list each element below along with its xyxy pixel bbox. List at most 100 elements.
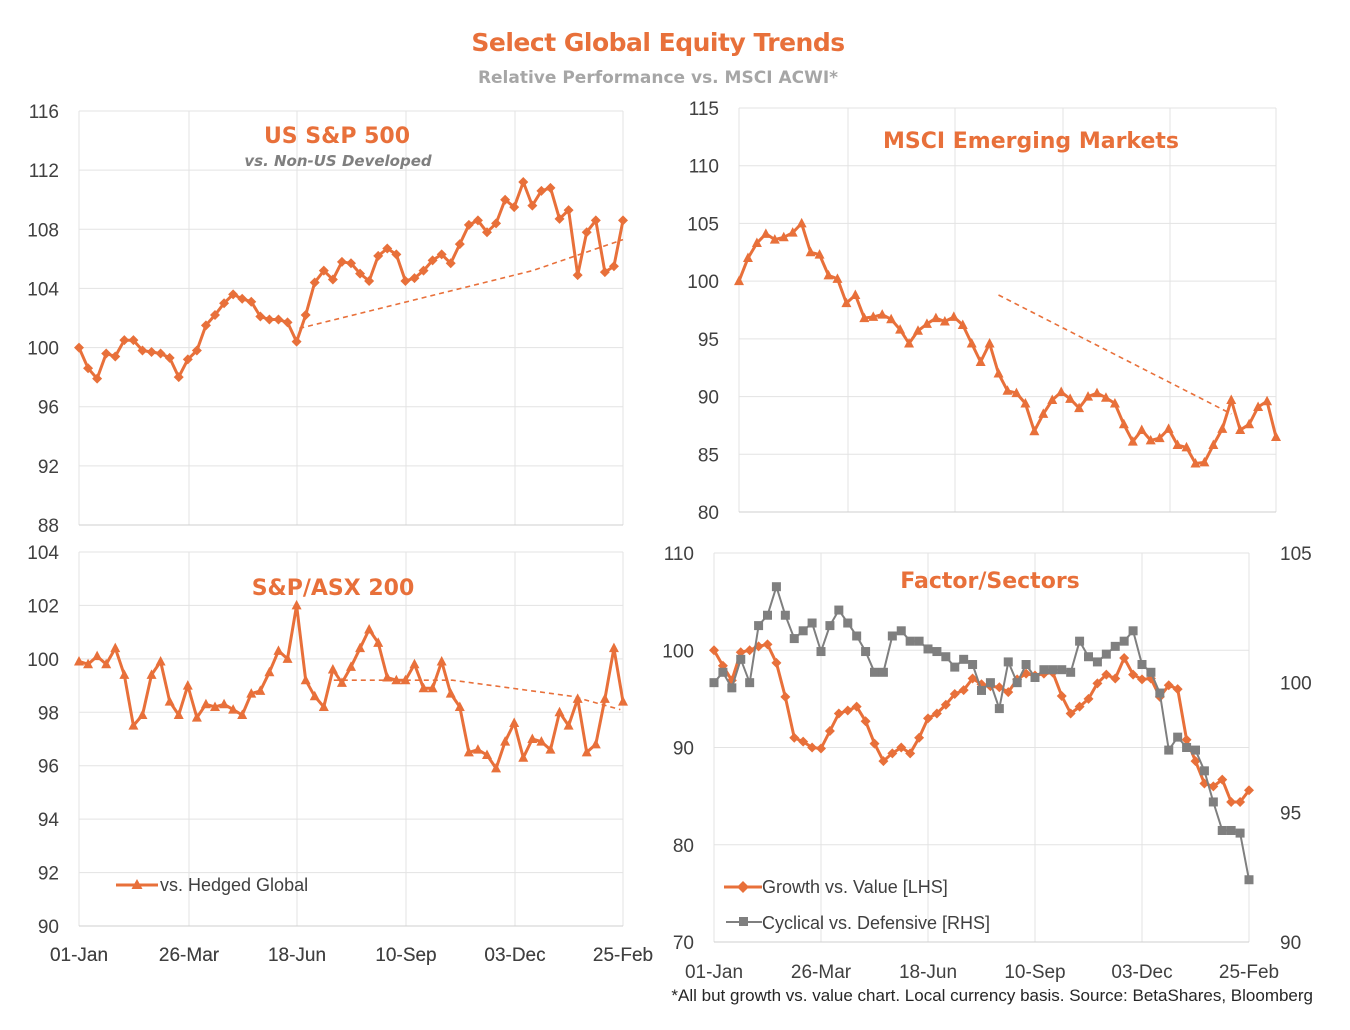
p0-series-0-point	[191, 345, 202, 356]
p0-series-0-point	[491, 218, 502, 229]
p0-series-0-point	[373, 250, 384, 261]
p0-series-0-point	[309, 277, 320, 288]
p0-series-0-point	[173, 372, 184, 383]
p1-title: MSCI Emerging Markets	[883, 129, 1179, 154]
p3-xtick-0: 01-Jan	[685, 962, 743, 983]
p1-series-0-point	[1226, 394, 1237, 405]
p3-series-0-point	[1101, 669, 1112, 680]
p2-series-0-point	[500, 736, 511, 746]
p1-series-0-point	[832, 273, 843, 283]
p1-series-0-point	[823, 269, 834, 280]
p2-series-0-point	[518, 752, 529, 762]
p3-series-1-point	[852, 631, 862, 641]
p2-series-0-point	[590, 738, 601, 749]
p3-series-1-point	[834, 605, 844, 615]
p2-series-0-point	[400, 674, 411, 685]
chart-title: Select Global Equity Trends	[471, 28, 845, 57]
p0-xtick-4: 03-Dec	[484, 945, 545, 966]
p3-series-1-point	[709, 678, 719, 688]
p3-series-1-point	[727, 683, 737, 693]
p0-series-0-point	[237, 293, 248, 304]
p0-series-0-point	[391, 249, 402, 260]
p3-ytick-0: 70	[673, 933, 694, 954]
p3-series-1-point	[843, 618, 853, 628]
p2-series-0-point	[92, 650, 103, 661]
p3-legend-marker-cyclical	[739, 917, 748, 926]
p1-series-0-point	[966, 337, 977, 348]
p2-series-0-point	[273, 645, 284, 655]
p1-series	[734, 217, 1281, 468]
p2-series-0-point	[391, 674, 402, 685]
p1-ytick-2: 90	[698, 388, 719, 409]
p3-legend: Growth vs. Value [LHS] Cyclical vs. Defe…	[724, 877, 990, 933]
p3-ytick-right-1: 95	[1280, 803, 1301, 824]
p2-legend-label: vs. Hedged Global	[160, 875, 308, 895]
p0-y-ticks: 88 92 96 100 104 108 112 116	[27, 102, 59, 537]
p3-y-ticks-right: 90 95 100 105	[1280, 544, 1312, 954]
p3-ytick-2: 90	[673, 739, 694, 760]
p0-xtick-2: 18-Jun	[268, 945, 326, 966]
p2-series-0-point	[282, 653, 293, 663]
p3-series-0-point	[771, 657, 782, 668]
p3-series-0-point	[931, 708, 942, 719]
p0-series-0-point	[155, 348, 166, 359]
p3-series-0-point	[869, 738, 880, 749]
p1-series-0-point	[1047, 394, 1058, 405]
p0-series-0-point	[119, 335, 130, 346]
p0-series-0-point	[572, 270, 583, 281]
p3-series-1-point	[1173, 732, 1183, 742]
chart-subtitle: Relative Performance vs. MSCI ACWI*	[477, 68, 839, 88]
p0-ytick-6: 112	[29, 161, 59, 182]
p1-series-0-point	[886, 313, 897, 324]
p2-series-0-point	[83, 658, 94, 669]
p2-legend: vs. Hedged Global	[116, 875, 308, 895]
p3-series-0-point	[1181, 734, 1192, 745]
p2-ytick-4: 98	[38, 703, 59, 724]
p1-series-0-point	[1172, 439, 1183, 450]
p2-trend-line	[333, 679, 621, 711]
p2-xtick-2: 18-Jun	[268, 945, 326, 966]
p3-series-1-point	[1110, 641, 1120, 651]
p2-x-ticks: 01-Jan 26-Mar 18-Jun 10-Sep 03-Dec 25-Feb	[50, 945, 653, 966]
p3-series-1-point	[816, 647, 826, 657]
p3-ytick-right-2: 100	[1280, 674, 1312, 695]
p1-series-0-point	[1074, 402, 1085, 413]
p0-series-0-point	[200, 320, 211, 331]
p3-series-1-point	[887, 631, 897, 641]
p3-series-1-point	[745, 678, 755, 688]
p3-series-0-point	[1119, 653, 1130, 664]
p0-series-0-point	[400, 276, 411, 287]
p0-series-0-point	[618, 215, 628, 226]
p3-series-0-point	[914, 732, 925, 743]
p1-ytick-7: 115	[689, 99, 719, 120]
p0-series-0-point	[255, 311, 266, 322]
p1-series-0-point	[1217, 423, 1228, 433]
p3-ytick-4: 110	[664, 544, 694, 565]
p3-series-1-point	[1039, 665, 1049, 675]
p3-ytick-right-0: 90	[1280, 933, 1301, 954]
p2-series-0-point	[101, 658, 112, 669]
p1-series-0-point	[904, 337, 915, 348]
p2-ytick-2: 94	[38, 810, 60, 831]
p1-series-0-point	[1109, 397, 1120, 408]
p0-ytick-2: 96	[38, 398, 59, 419]
p2-series-0-point	[309, 690, 320, 701]
p3-series-0-point	[1226, 796, 1237, 807]
p1-series-0-point	[1154, 432, 1165, 443]
p3-series-1-point	[1182, 743, 1192, 752]
p0-series-0-point	[545, 182, 556, 193]
p3-series-1-point	[736, 654, 746, 664]
p0-series-0-point	[228, 289, 239, 300]
p3-series-0-point	[1083, 693, 1094, 704]
p0-subtitle: vs. Non-US Developed	[244, 152, 432, 170]
p1-series-0-point	[984, 337, 995, 348]
p2-series-0-point	[454, 701, 465, 711]
p2-ytick-7: 104	[27, 543, 59, 564]
p1-series-0-point	[787, 227, 798, 237]
p3-legend-label-cyclical: Cyclical vs. Defensive [RHS]	[762, 913, 990, 933]
p0-series-0-point	[327, 274, 338, 285]
p2-xtick-1: 26-Mar	[159, 945, 220, 966]
p2-series-0-point	[291, 599, 302, 610]
p1-series-0-point	[1244, 418, 1255, 429]
